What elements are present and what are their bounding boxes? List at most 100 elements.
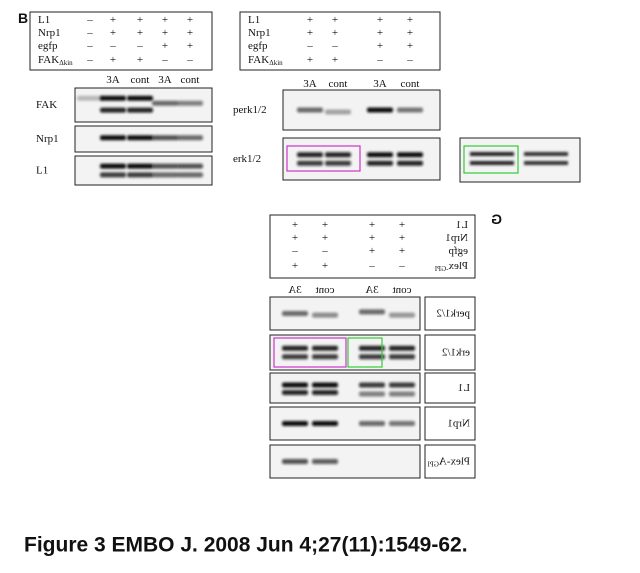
column-label: cont bbox=[329, 78, 348, 90]
highlight-box bbox=[347, 337, 383, 368]
sign-main: + bbox=[399, 232, 405, 244]
sign-main: – bbox=[406, 54, 413, 66]
sign-main: + bbox=[137, 14, 143, 26]
sign-main: + bbox=[162, 14, 168, 26]
band bbox=[367, 152, 393, 158]
sign-main: + bbox=[322, 260, 328, 272]
sign-main: + bbox=[332, 27, 338, 39]
sign: + bbox=[322, 219, 328, 231]
sign: – bbox=[86, 54, 93, 66]
column-label: cont bbox=[401, 78, 420, 90]
band bbox=[359, 309, 385, 315]
blot-label: Nrp1 bbox=[447, 417, 470, 429]
band bbox=[100, 163, 126, 169]
sign-main: – bbox=[186, 54, 193, 66]
column-label: 3A bbox=[288, 284, 302, 296]
sign-main: + bbox=[407, 40, 413, 52]
panel-letter: G bbox=[491, 211, 502, 227]
sign-main: + bbox=[399, 245, 405, 257]
blot-label: L1 bbox=[458, 382, 470, 394]
band bbox=[367, 160, 393, 166]
sign: – bbox=[186, 54, 193, 66]
sign: – bbox=[376, 54, 383, 66]
sign-main: – bbox=[86, 14, 93, 26]
band bbox=[325, 160, 351, 166]
blot-label: Plex-AGPI bbox=[427, 455, 470, 468]
sign: + bbox=[369, 232, 375, 244]
blot-label: erk1/2 bbox=[442, 346, 470, 358]
blot-label: FAK bbox=[36, 99, 57, 111]
column-label-main: cont bbox=[401, 78, 420, 90]
column-label-main: cont bbox=[181, 74, 200, 86]
column-label-main: 3A bbox=[106, 74, 120, 86]
sign: + bbox=[407, 27, 413, 39]
blot-label-main: perk1/2 bbox=[233, 104, 267, 116]
band bbox=[177, 135, 203, 141]
band bbox=[312, 382, 338, 388]
band bbox=[152, 172, 178, 178]
band bbox=[325, 152, 351, 158]
blot bbox=[74, 155, 213, 186]
sign-main: – bbox=[86, 40, 93, 52]
label-box bbox=[424, 406, 476, 441]
sign-main: + bbox=[110, 27, 116, 39]
row-label: Nrp1 bbox=[248, 27, 271, 39]
band bbox=[359, 354, 385, 360]
sign: – bbox=[399, 260, 406, 272]
highlight-box bbox=[286, 145, 361, 172]
band bbox=[127, 163, 153, 169]
extra-blot bbox=[459, 137, 581, 183]
sign: + bbox=[110, 27, 116, 39]
row-label-main: L1 bbox=[456, 219, 468, 231]
sign: + bbox=[137, 14, 143, 26]
column-label: cont bbox=[316, 284, 335, 296]
blot-label: Nrp1 bbox=[36, 133, 59, 145]
row-label-main: FAK bbox=[248, 54, 269, 66]
row-label-main: egfp bbox=[248, 40, 268, 52]
header-box bbox=[239, 11, 441, 71]
band bbox=[100, 95, 126, 101]
row-label: Plex-GPI bbox=[434, 260, 468, 273]
column-label: 3A bbox=[106, 74, 120, 86]
sign-main: – bbox=[109, 40, 116, 52]
blot-label-main: perk1/2 bbox=[436, 307, 470, 319]
band bbox=[127, 95, 153, 101]
sign: – bbox=[331, 40, 338, 52]
row-label: Nrp1 bbox=[445, 232, 468, 244]
blot bbox=[269, 372, 421, 404]
band bbox=[389, 345, 415, 351]
sign-main: + bbox=[110, 14, 116, 26]
row-label-subscript: Δkin bbox=[269, 59, 283, 67]
band bbox=[152, 135, 178, 141]
band bbox=[312, 421, 338, 426]
band bbox=[397, 107, 423, 113]
row-label: Nrp1 bbox=[38, 27, 61, 39]
blot-label: erk1/2 bbox=[233, 153, 261, 165]
column-label: 3A bbox=[365, 284, 379, 296]
sign: + bbox=[110, 54, 116, 66]
sign: + bbox=[322, 260, 328, 272]
band bbox=[282, 390, 308, 395]
column-label: cont bbox=[131, 74, 150, 86]
row-label-main: Plex bbox=[448, 260, 468, 272]
column-label-main: 3A bbox=[365, 284, 379, 296]
sign-main: + bbox=[110, 54, 116, 66]
header-box bbox=[29, 11, 213, 71]
band bbox=[100, 172, 126, 178]
column-label-main: 3A bbox=[158, 74, 172, 86]
sign: + bbox=[292, 232, 298, 244]
sign: + bbox=[187, 40, 193, 52]
sign-main: + bbox=[137, 27, 143, 39]
sign-main: + bbox=[377, 27, 383, 39]
band bbox=[152, 100, 178, 106]
sign-main: + bbox=[369, 219, 375, 231]
row-label-subscript: -GPI bbox=[434, 265, 448, 273]
sign-main: + bbox=[377, 40, 383, 52]
sign: + bbox=[322, 232, 328, 244]
blot-label-main: erk1/2 bbox=[442, 346, 470, 358]
band bbox=[312, 390, 338, 395]
band bbox=[297, 160, 323, 166]
sign-main: + bbox=[407, 27, 413, 39]
sign: + bbox=[187, 27, 193, 39]
label-box bbox=[424, 372, 476, 404]
